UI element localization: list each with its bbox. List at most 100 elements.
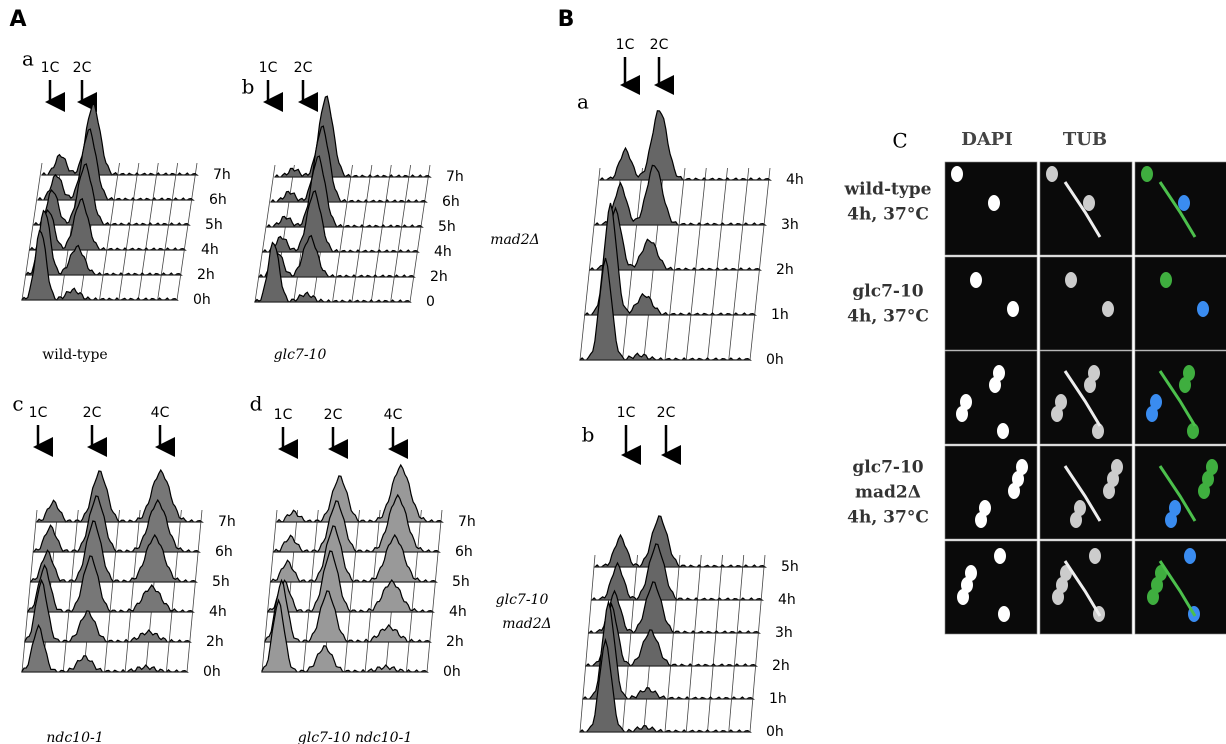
peak-label: 1C (617, 405, 636, 421)
row-label: mad2Δ (855, 483, 921, 503)
cell-blob (998, 606, 1010, 622)
cell-blob (1088, 365, 1100, 381)
time-label: 3h (775, 625, 793, 641)
grid-line (158, 163, 178, 300)
micrograph (1040, 257, 1132, 350)
time-label: 0h (766, 724, 784, 740)
caption: mad2Δ (490, 232, 540, 248)
time-label: 0h (443, 664, 461, 680)
cell-blob (1184, 548, 1196, 564)
micrograph (945, 351, 1037, 444)
peak-label: 2C (657, 405, 676, 421)
cell-blob (988, 195, 1000, 211)
histogram-trace (580, 258, 750, 360)
caption: ndc10-1 (46, 730, 103, 744)
cell-blob (1089, 548, 1101, 564)
micrograph (1135, 257, 1226, 350)
row-label: 4h, 37°C (847, 307, 929, 327)
grid-line (729, 168, 749, 360)
column-header: TUB (1063, 129, 1107, 150)
time-label: 1h (769, 691, 787, 707)
time-label: 1h (771, 307, 789, 323)
grid-line (427, 510, 442, 672)
time-label: 6h (442, 194, 460, 210)
row-label: wild-type (844, 180, 932, 200)
time-label: 0 (426, 294, 435, 310)
caption: glc7-10 (496, 592, 549, 608)
cell-blob (1197, 301, 1209, 317)
cell-blob (1169, 500, 1181, 516)
peak-label: 1C (259, 60, 278, 76)
cell-blob (1055, 394, 1067, 410)
grid-line (333, 165, 353, 302)
time-label: 2h (206, 634, 224, 650)
peak-label: 2C (324, 407, 343, 423)
column-header: DAPI (961, 129, 1013, 150)
panel-label: B (558, 7, 575, 32)
row-label: glc7-10 (852, 458, 923, 478)
grid-line (119, 163, 139, 300)
histogram (580, 111, 770, 360)
time-label: 3h (781, 217, 799, 233)
caption: glc7-10 (274, 347, 327, 363)
cell-blob (1183, 365, 1195, 381)
micrograph (1135, 541, 1226, 634)
grid-line (750, 555, 765, 732)
cell-blob (979, 500, 991, 516)
peak-label: 4C (151, 405, 170, 421)
time-label: 2h (197, 267, 215, 283)
time-label: 7h (213, 167, 231, 183)
peak-label: 1C (29, 405, 48, 421)
cell-blob (1160, 272, 1172, 288)
grid-line (391, 165, 411, 302)
time-label: 5h (212, 574, 230, 590)
micrograph (1040, 541, 1132, 634)
time-label: 2h (776, 262, 794, 278)
cell-blob (1016, 459, 1028, 475)
grid-line (410, 165, 430, 302)
time-label: 7h (446, 169, 464, 185)
histogram (22, 470, 202, 672)
time-label: 4h (209, 604, 227, 620)
peak-label: 1C (616, 37, 635, 53)
cell-blob (960, 394, 972, 410)
cell-blob (997, 423, 1009, 439)
grid-line (708, 168, 728, 360)
row-label: 4h, 37°C (847, 205, 929, 225)
micrograph (1135, 351, 1226, 444)
peak-label: 4C (384, 407, 403, 423)
caption: wild-type (42, 347, 107, 363)
plot-label: a (577, 90, 589, 114)
time-label: 4h (434, 244, 452, 260)
grid-line (365, 510, 380, 672)
grid-line (371, 165, 391, 302)
panel-label: C (892, 129, 907, 153)
grid-line (708, 555, 723, 732)
peak-label: 2C (650, 37, 669, 53)
grid-line (138, 163, 158, 300)
cell-blob (1141, 166, 1153, 182)
cell-blob (1178, 195, 1190, 211)
grid-line (177, 163, 197, 300)
grid-line (686, 555, 701, 732)
cell-blob (1206, 459, 1218, 475)
panel-label: A (9, 7, 26, 32)
caption: glc7-10 ndc10-1 (298, 730, 412, 744)
time-label: 5h (452, 574, 470, 590)
peak-label: 2C (294, 60, 313, 76)
cell-blob (1102, 301, 1114, 317)
time-label: 0h (193, 292, 211, 308)
cell-blob (1111, 459, 1123, 475)
cell-blob (1083, 195, 1095, 211)
cell-blob (1046, 166, 1058, 182)
grid-line (100, 163, 120, 300)
time-label: 6h (215, 544, 233, 560)
plot-label: c (12, 392, 23, 416)
time-label: 4h (201, 242, 219, 258)
time-label: 2h (772, 658, 790, 674)
grid-line (665, 168, 685, 360)
time-label: 2h (446, 634, 464, 650)
time-label: 4h (778, 592, 796, 608)
time-label: 4h (449, 604, 467, 620)
time-label: 0h (203, 664, 221, 680)
